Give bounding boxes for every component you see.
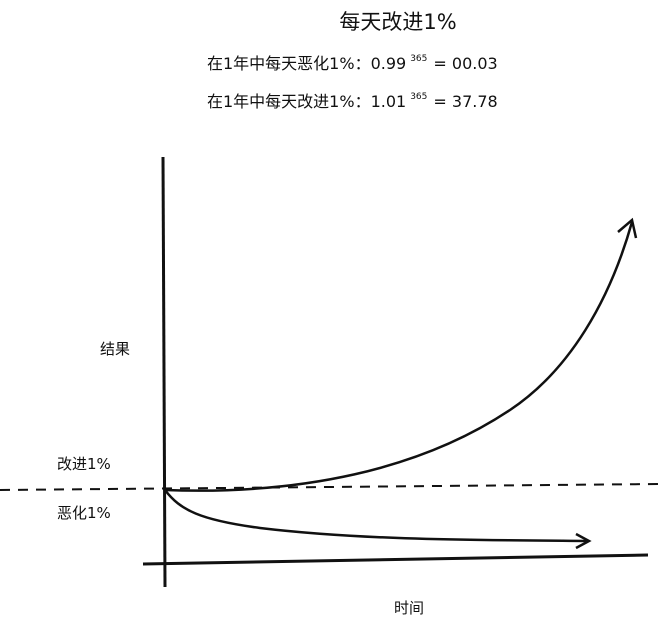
formula-base: 0.99 [370, 54, 407, 73]
title: 每天改进1% [339, 10, 457, 34]
x-axis-label: 时间 [394, 599, 425, 617]
decline-label: 恶化1% [57, 504, 111, 522]
decline-arrowhead [575, 532, 592, 550]
formula: 在1年中每天恶化1%： 0.99 365 = 00.03 [207, 50, 498, 74]
formula-label: 在1年中每天恶化1%： [207, 54, 371, 73]
formula-base: 1.01 [370, 92, 407, 111]
improve-label: 改进1% [57, 455, 111, 473]
baseline [0, 483, 658, 491]
y-axis-label: 结果 [100, 340, 131, 358]
formula-result: = 37.78 [433, 92, 498, 111]
formula: 在1年中每天改进1%： 1.01 365 = 37.78 [207, 88, 498, 112]
formula-exponent: 365 [410, 92, 428, 102]
y-axis [161, 156, 167, 588]
formula-result: = 00.03 [433, 54, 498, 73]
improve-curve [164, 221, 634, 492]
formula-label: 在1年中每天改进1%： [207, 92, 371, 111]
formula-exponent: 365 [410, 54, 428, 64]
improve-arrowhead [617, 217, 638, 239]
x-axis [142, 553, 649, 566]
decline-curve [164, 489, 589, 543]
